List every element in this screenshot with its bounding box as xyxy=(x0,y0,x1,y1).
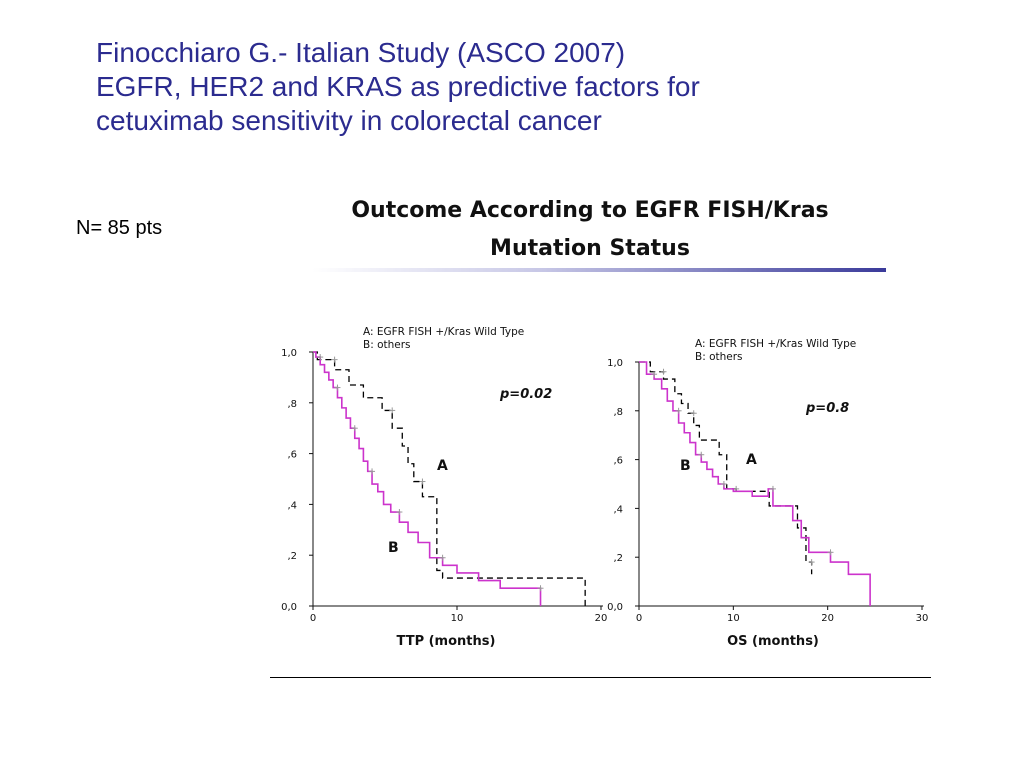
figure-heading-line-2: Mutation Status xyxy=(490,236,690,261)
chart1-y-tick-label: ,4 xyxy=(287,500,297,511)
chart2-x-tick-label: 10 xyxy=(727,613,740,624)
chart1-y-tick-label: 1,0 xyxy=(281,348,297,359)
chart1-y-tick-label: ,8 xyxy=(287,399,297,410)
chart2-x-tick-label: 20 xyxy=(821,613,834,624)
chart2-y-tick-label: ,8 xyxy=(613,407,623,418)
chart1-x-axis-label: TTP (months) xyxy=(397,634,496,649)
chart1-y-tick-label: ,6 xyxy=(287,450,297,461)
chart2-legend-entry: A: EGFR FISH +/Kras Wild Type xyxy=(695,338,856,350)
slide-title: Finocchiaro G.- Italian Study (ASCO 2007… xyxy=(96,36,976,138)
bottom-divider xyxy=(270,677,931,678)
chart2-series-B-line xyxy=(639,361,871,606)
chart2-series-A-line xyxy=(639,361,813,575)
chart2-x-tick-label: 30 xyxy=(916,613,929,624)
figure-heading-line-1: Outcome According to EGFR FISH/Kras xyxy=(351,198,829,223)
chart1-series-B-label: B xyxy=(388,540,399,556)
chart2-series-A-label: A xyxy=(746,452,757,468)
chart1-legend-entry: A: EGFR FISH +/Kras Wild Type xyxy=(363,326,524,338)
slide-title-line-2: EGFR, HER2 and KRAS as predictive factor… xyxy=(96,71,700,102)
slide-title-line-1: Finocchiaro G.- Italian Study (ASCO 2007… xyxy=(96,37,626,68)
chart2-y-tick-label: ,6 xyxy=(613,456,623,467)
chart1-y-tick-label: ,2 xyxy=(287,551,297,562)
chart2-x-tick-label: 0 xyxy=(636,613,642,624)
figure-heading-rule xyxy=(312,268,886,272)
chart2-y-tick-label: ,2 xyxy=(613,553,623,564)
patient-count: N= 85 pts xyxy=(76,217,163,239)
chart1-p-value: p=0.02 xyxy=(499,387,552,402)
chart2-p-value: p=0.8 xyxy=(805,401,849,416)
chart1-series-A-label: A xyxy=(437,458,448,474)
chart1-y-tick-label: 0,0 xyxy=(281,602,297,613)
chart2-y-tick-label: ,4 xyxy=(613,504,623,515)
figure-heading: Outcome According to EGFR FISH/Kras Muta… xyxy=(300,192,880,268)
chart2-x-axis-label: OS (months) xyxy=(727,634,819,649)
chart1-x-tick-label: 20 xyxy=(595,613,608,624)
chart1-series-A-line xyxy=(313,351,586,606)
chart2-legend-entry: B: others xyxy=(695,351,743,363)
slide-title-line-3: cetuximab sensitivity in colorectal canc… xyxy=(96,105,602,136)
chart2-y-tick-label: 1,0 xyxy=(607,358,623,369)
chart1-x-tick-label: 10 xyxy=(451,613,464,624)
chart2-series-B-label: B xyxy=(680,458,691,474)
chart1-x-tick-label: 0 xyxy=(310,613,316,624)
chart1-legend-entry: B: others xyxy=(363,339,411,351)
chart2-y-tick-label: 0,0 xyxy=(607,602,623,613)
